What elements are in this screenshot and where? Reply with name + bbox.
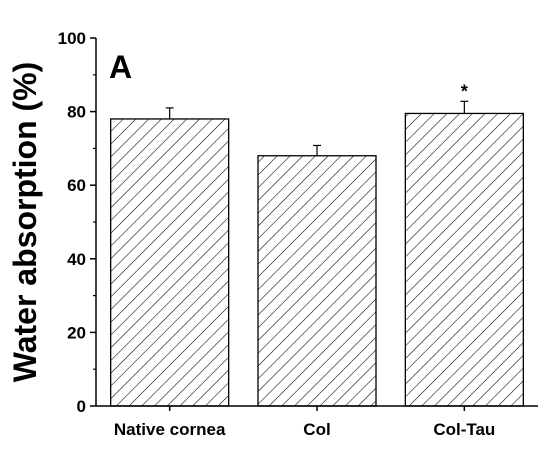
category-label: Col-Tau <box>433 420 495 439</box>
y-tick-label: 40 <box>67 250 86 269</box>
significance-marker: * <box>461 81 468 101</box>
y-tick-label: 80 <box>67 103 86 122</box>
category-label: Native cornea <box>114 420 226 439</box>
category-labels: Native cornea Col Col-Tau <box>114 406 495 439</box>
plot-area: 0 20 40 60 80 100 * Native cornea Col Col-Tau <box>58 29 538 439</box>
y-tick-label: 20 <box>67 323 86 342</box>
y-axis-label: Water absorption (%) <box>7 62 43 383</box>
panel-label: A <box>109 49 132 85</box>
bar-native-cornea <box>110 118 230 407</box>
bar-col-tau <box>404 112 524 407</box>
y-tick-label: 100 <box>58 29 86 48</box>
bar-col <box>257 155 377 407</box>
y-tick-label: 0 <box>77 397 86 416</box>
y-tick-label: 60 <box>67 176 86 195</box>
y-ticks: 0 20 40 60 80 100 <box>58 29 96 416</box>
bars: * <box>110 81 524 407</box>
category-label: Col <box>303 420 330 439</box>
